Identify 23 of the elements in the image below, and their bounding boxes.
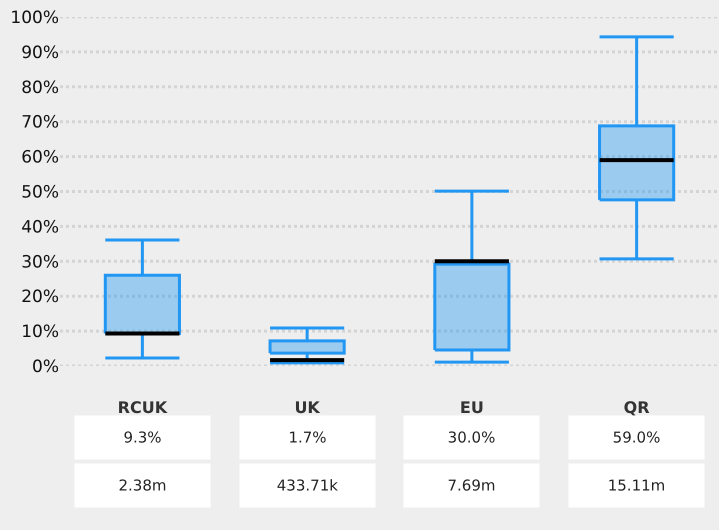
y-tick-label: 10% [21, 322, 59, 342]
x-tick-label: UK [294, 398, 320, 417]
x-tick-label: EU [460, 398, 484, 417]
text: 15.11m [608, 476, 666, 494]
text: 1.7% [288, 428, 327, 446]
text: 59.0% [612, 428, 660, 446]
y-tick-label: 80% [21, 78, 59, 98]
x-tick-label: QR [624, 398, 650, 417]
y-tick-label: 60% [21, 148, 59, 168]
y-tick-label: 30% [21, 252, 59, 272]
x-tick-label: RCUK [118, 398, 168, 417]
y-tick-label: 0% [32, 356, 59, 377]
y-tick-label: 50% [21, 182, 59, 202]
y-tick-label: 90% [21, 42, 59, 63]
y-tick-label: 40% [21, 217, 59, 238]
y-tick-label: 20% [21, 287, 59, 308]
text: 2.38m [118, 476, 167, 494]
y-tick-label: 70% [21, 112, 59, 133]
text: 30.0% [448, 428, 496, 446]
text: 433.71k [276, 476, 338, 494]
text: 9.3% [123, 428, 162, 446]
text: 7.69m [447, 476, 496, 494]
y-tick-label: 100% [10, 8, 59, 28]
